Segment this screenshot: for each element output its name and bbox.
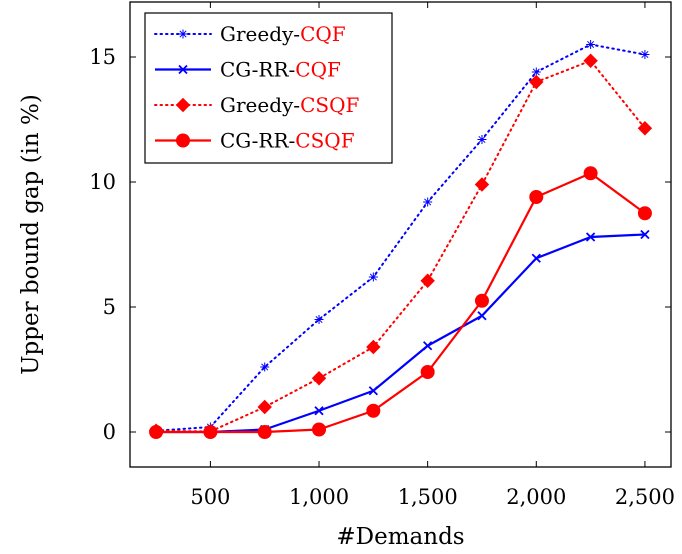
legend-label-part: CQF — [300, 22, 346, 46]
x-tick-label: 500 — [190, 485, 230, 509]
data-point — [640, 50, 650, 59]
y-axis-label: Upper bound gap (in %) — [18, 94, 44, 375]
legend-marker — [176, 133, 190, 148]
data-point — [640, 229, 650, 240]
plot-frame — [129, 1, 672, 468]
legend-label-part: CQF — [295, 58, 341, 82]
data-point — [257, 425, 272, 439]
series-layer — [148, 40, 653, 439]
series-line — [156, 172, 646, 434]
legend-item: Greedy-CSQF — [154, 93, 359, 117]
y-tick-label: 15 — [89, 45, 116, 69]
data-point — [583, 53, 598, 68]
data-point — [366, 403, 381, 418]
legend-label-part: CG-RR- — [220, 58, 295, 82]
y-tick-label: 10 — [89, 170, 116, 194]
data-point — [420, 273, 435, 288]
x-tick-label: 1,500 — [398, 485, 458, 509]
x-axis-label: #Demands — [336, 524, 464, 550]
data-point — [531, 253, 541, 263]
x-tick-label: 1,000 — [289, 485, 349, 509]
legend-label: CG-RR-CSQF — [220, 129, 355, 153]
x-tick-label: 2,000 — [506, 485, 566, 509]
data-point — [585, 232, 596, 242]
series-3 — [148, 53, 653, 439]
x-tick-label: 2,500 — [615, 485, 675, 509]
data-point — [474, 177, 490, 192]
legend-label-part: CSQF — [300, 93, 359, 117]
legend-marker — [175, 97, 191, 113]
data-point — [314, 315, 324, 324]
data-point — [420, 365, 435, 379]
legend-label-part: Greedy- — [220, 93, 300, 117]
data-point — [257, 399, 272, 415]
legend-marker — [178, 29, 188, 39]
legend-item: CG-RR-CQF — [155, 58, 341, 82]
y-tick-label: 5 — [103, 295, 116, 319]
legend-marker — [178, 64, 188, 75]
data-point — [366, 339, 381, 355]
data-point — [314, 406, 324, 416]
data-point — [477, 135, 487, 144]
legend-label: Greedy-CQF — [220, 22, 346, 46]
data-point — [368, 386, 378, 396]
data-point — [529, 74, 544, 90]
data-point — [637, 206, 652, 221]
data-point — [637, 121, 653, 136]
data-point — [586, 40, 596, 49]
legend-item: Greedy-CQF — [154, 22, 346, 46]
series-line — [155, 59, 646, 433]
data-point — [531, 67, 541, 77]
legend-label: Greedy-CSQF — [220, 93, 359, 117]
y-tick-label: 0 — [103, 420, 116, 444]
data-point — [311, 371, 327, 386]
data-point — [203, 425, 218, 439]
legend-label-part: CG-RR- — [220, 129, 295, 153]
data-point — [423, 341, 433, 351]
data-point — [529, 190, 544, 204]
data-point — [423, 197, 433, 207]
series-line — [155, 43, 646, 432]
data-point — [368, 272, 378, 282]
data-point — [477, 311, 487, 321]
data-point — [260, 362, 270, 372]
axis-ticks: 500 1,000 1,500 2,000 2,500 0 5 10 15 — [89, 2, 675, 509]
series-2 — [151, 229, 650, 437]
legend-label-part: Greedy- — [220, 22, 300, 46]
data-point — [312, 422, 327, 437]
legend-label-part: CSQF — [295, 129, 354, 153]
data-point — [149, 425, 164, 439]
data-point — [583, 166, 598, 181]
series-line — [156, 233, 645, 434]
series-4 — [149, 166, 652, 439]
data-point — [474, 293, 489, 308]
legend-item: CG-RR-CSQF — [155, 129, 355, 153]
legend-label: CG-RR-CQF — [220, 58, 341, 82]
